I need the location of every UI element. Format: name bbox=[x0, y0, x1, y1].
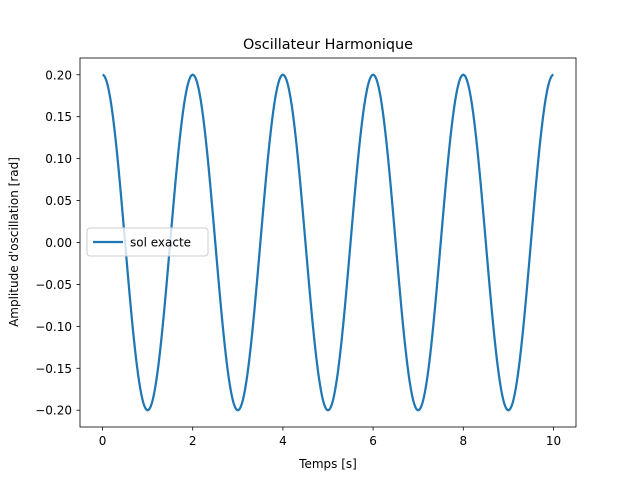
y-tick-label: 0.15 bbox=[45, 110, 72, 124]
series-line-sol-exacte bbox=[101, 73, 555, 412]
x-tick-label: 10 bbox=[546, 434, 561, 448]
y-tick-label: −0.15 bbox=[35, 362, 72, 376]
y-tick-label: 0.20 bbox=[45, 68, 72, 82]
y-tick-label: 0.00 bbox=[45, 236, 72, 250]
x-tick-label: 2 bbox=[189, 434, 197, 448]
x-axis-label: Temps [s] bbox=[298, 457, 357, 471]
y-tick-label: 0.10 bbox=[45, 152, 72, 166]
legend-label-sol-exacte: sol exacte bbox=[130, 236, 191, 250]
legend-box bbox=[86, 227, 209, 257]
chart-title: Oscillateur Harmonique bbox=[243, 37, 413, 53]
y-tick-label: −0.10 bbox=[35, 320, 72, 334]
axes-frame bbox=[79, 57, 577, 428]
legend: sol exacte bbox=[86, 227, 209, 257]
plot-area bbox=[101, 73, 555, 412]
y-axis-label: Amplitude d'oscillation [rad] bbox=[7, 157, 21, 327]
x-axis-ticks: 0 2 4 6 8 10 bbox=[99, 427, 561, 448]
x-tick-label: 8 bbox=[459, 434, 467, 448]
y-tick-label: −0.20 bbox=[35, 404, 72, 418]
y-axis-ticks: −0.20 −0.15 −0.10 −0.05 0.00 0.05 0.10 0.15 0.20 bbox=[35, 68, 80, 418]
x-tick-label: 4 bbox=[279, 434, 287, 448]
y-tick-label: −0.05 bbox=[35, 278, 72, 292]
x-tick-label: 6 bbox=[369, 434, 377, 448]
y-tick-label: 0.05 bbox=[45, 194, 72, 208]
x-tick-label: 0 bbox=[99, 434, 107, 448]
